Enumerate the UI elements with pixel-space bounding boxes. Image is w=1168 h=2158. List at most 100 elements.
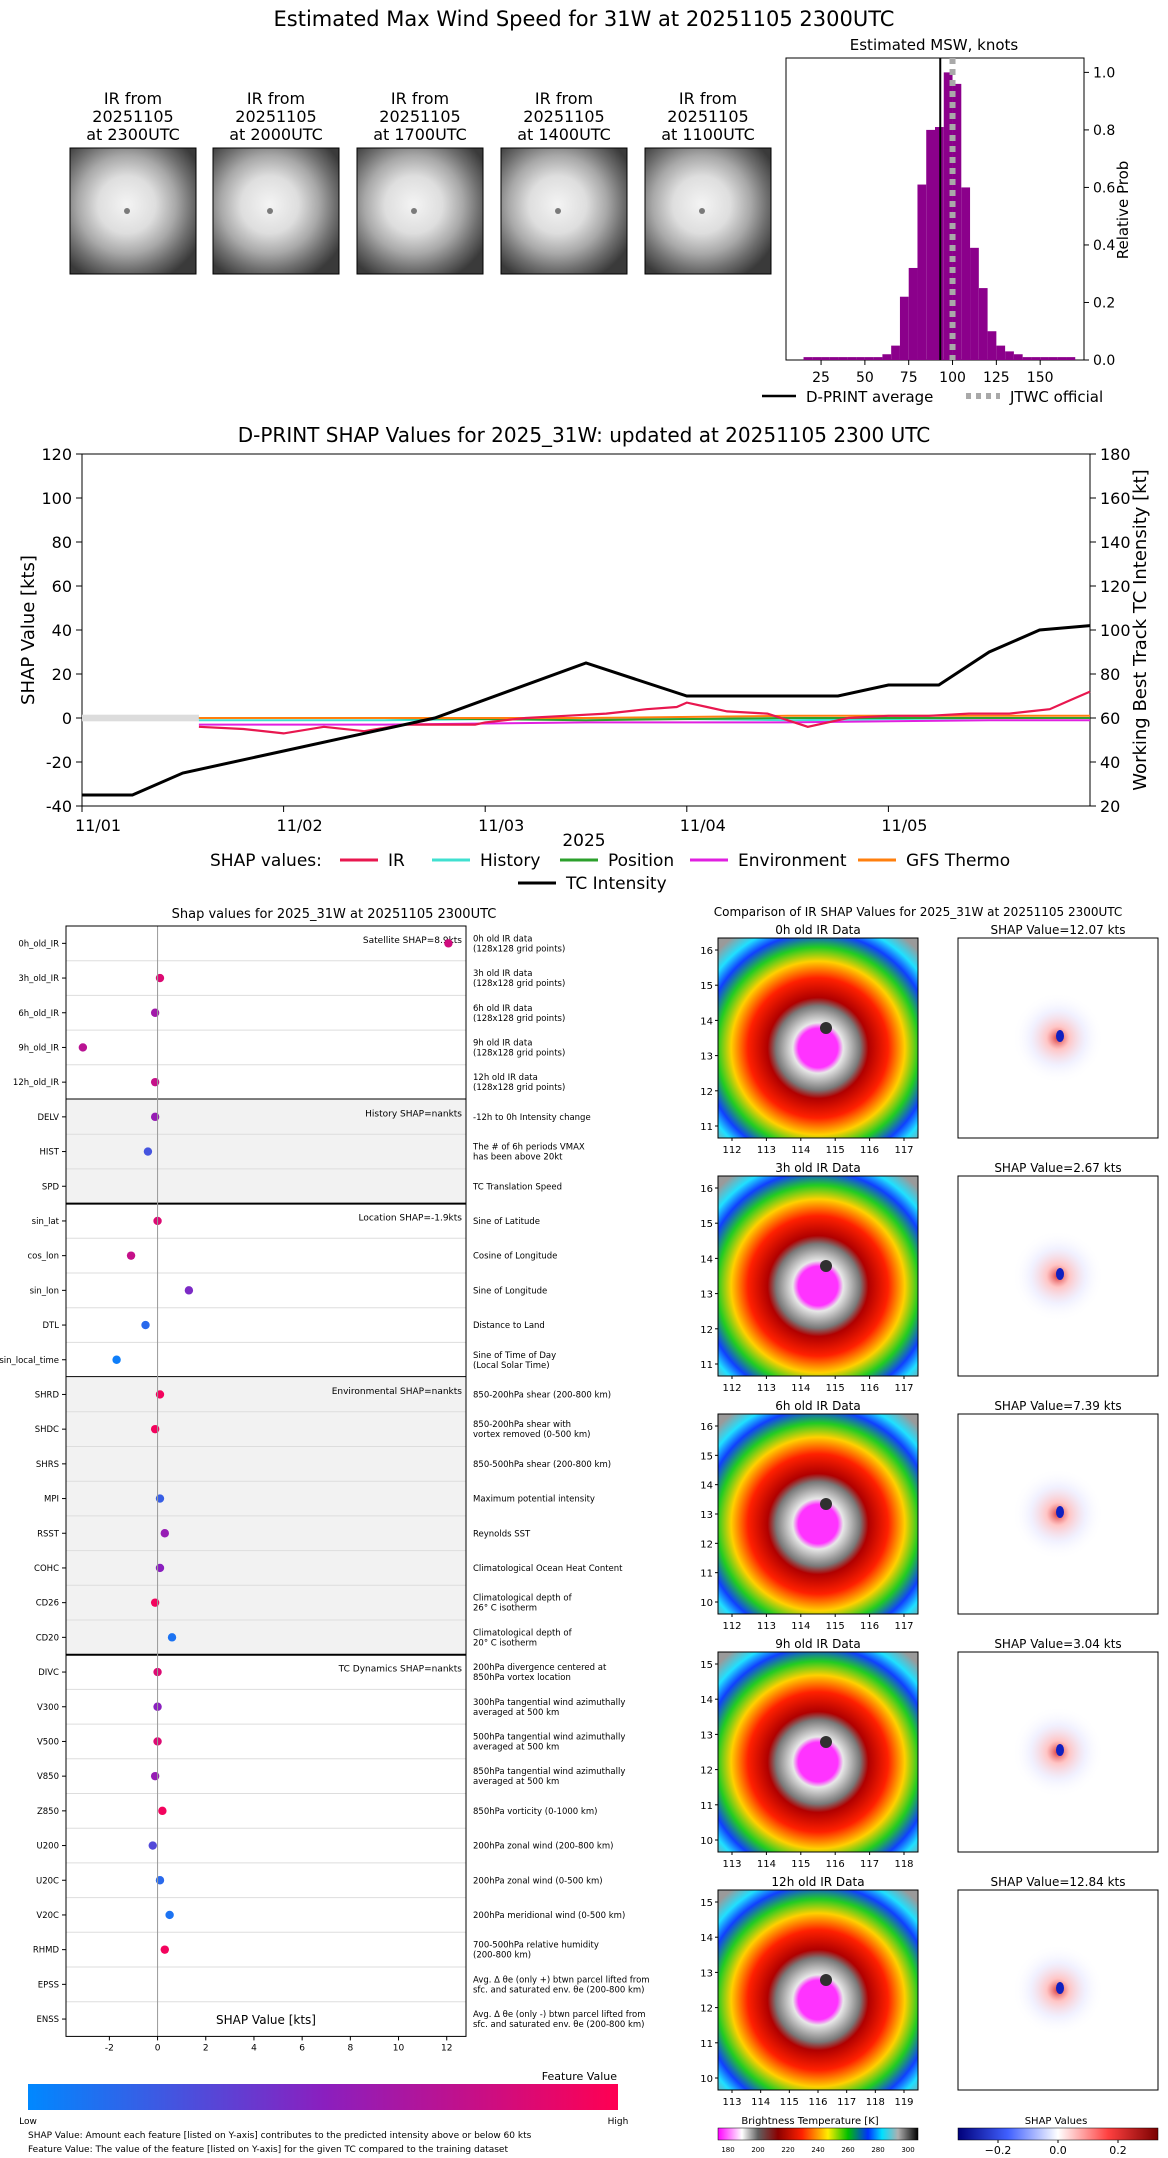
timeseries-y-left-tick-label: 60: [52, 577, 72, 596]
histogram-x-tick-label: 50: [856, 370, 874, 386]
feature-description-line2: vortex removed (0-500 km): [473, 1430, 590, 1440]
timeseries-x-label: 2025: [562, 831, 605, 851]
feature-description-line2: (Local Solar Time): [473, 1361, 550, 1371]
ir-panel-y-tick-label: 13: [700, 1730, 713, 1741]
timeseries-x-tick-label: 11/02: [277, 816, 323, 835]
feature-shap-point: [126, 1251, 136, 1260]
feature-x-tick-label: 8: [347, 2043, 353, 2053]
histogram-bar: [803, 357, 813, 360]
feature-name-label: SHDC: [35, 1425, 59, 1435]
series-line-environment: [198, 719, 1090, 726]
feature-description: 200hPa zonal wind (0-500 km): [473, 1876, 603, 1886]
feature-name-label: V300: [37, 1703, 59, 1713]
timeseries-y-right-label: Working Best Track TC Intensity [kt]: [1130, 469, 1151, 790]
feature-group-label: Satellite SHAP=8.9kts: [363, 936, 462, 946]
ir-panel-y-tick-label: 12: [700, 2004, 713, 2015]
ir-panel-y-tick-label: 14: [700, 1695, 713, 1706]
feature-name-label: SHRD: [35, 1390, 60, 1400]
feature-description: 850hPa vorticity (0-1000 km): [473, 1807, 597, 1817]
histogram-bar: [926, 129, 935, 360]
ir-panel-x-tick-label: 116: [860, 1383, 879, 1394]
ir-panel-y-tick-label: 16: [700, 1184, 713, 1195]
histogram-bar: [943, 72, 953, 360]
ir-panel-y-tick-label: 12: [700, 1539, 713, 1550]
ir-panel-x-tick-label: 118: [894, 1859, 913, 1870]
feature-shap-point: [150, 1424, 160, 1434]
ir-panel-y-tick-label: 11: [700, 1122, 713, 1133]
ir-thumbnail-eye: [411, 208, 417, 214]
feature-description: 850-200hPa shear (200-800 km): [473, 1390, 611, 1400]
ir-panel-x-tick-label: 116: [860, 1621, 879, 1632]
ir-thumbnail-eye: [267, 208, 273, 214]
ir-panel-y-tick-label: 11: [700, 2039, 713, 2050]
feature-shap-point: [143, 1147, 153, 1156]
histogram-bar: [978, 288, 988, 360]
feature-name-label: MPI: [44, 1495, 59, 1505]
shap-panel-center: [1056, 1744, 1064, 1756]
feature-description-line2: 26° C isotherm: [473, 1604, 537, 1614]
ir-panel-x-tick-label: 117: [894, 1383, 913, 1394]
timeseries-y-left-tick-label: 80: [52, 533, 72, 552]
feature-shap-point: [160, 1529, 169, 1538]
feature-description: Sine of Latitude: [473, 1217, 540, 1227]
histogram-bar: [899, 296, 909, 360]
feature-description-line2: (128x128 grid points): [473, 1014, 565, 1024]
feature-shap-point: [167, 1633, 177, 1642]
feature-name-label: HIST: [40, 1148, 60, 1158]
ir-panel-x-tick-label: 114: [757, 1859, 776, 1870]
histogram-bar: [829, 357, 839, 360]
feature-description-line2: sfc. and saturated env. θe (200-800 km): [473, 1985, 645, 1995]
feature-shap-point: [184, 1286, 194, 1295]
ir-panel-x-tick-label: 113: [757, 1621, 776, 1632]
feature-description: Maximum potential intensity: [473, 1495, 595, 1505]
histogram-bar: [1057, 357, 1067, 360]
timeseries-y-left-tick-label: 120: [41, 445, 72, 464]
feature-description: 12h old IR data: [473, 1073, 538, 1083]
ir-thumb-label-line1: IR from: [104, 89, 162, 108]
legend-label-history: History: [480, 851, 540, 871]
ir-panel-y-tick-label: 15: [700, 1898, 713, 1909]
ir-panel-y-tick-label: 15: [700, 1451, 713, 1462]
ir-panel-eye: [820, 1022, 832, 1034]
timeseries-y-right-tick-label: 40: [1100, 753, 1120, 772]
ir-panel-x-tick-label: 117: [894, 1145, 913, 1156]
ir-thumbnail-eye: [555, 208, 561, 214]
histogram-x-tick-label: 25: [812, 370, 830, 386]
feature-shap-point: [148, 1841, 157, 1850]
ir-panel-x-tick-label: 112: [722, 1621, 741, 1632]
ir-thumbnail-image: [356, 147, 484, 275]
feature-group-label: TC Dynamics SHAP=nankts: [338, 1665, 463, 1675]
zero-band: [82, 714, 199, 722]
timeseries-x-tick-label: 11/05: [881, 816, 927, 835]
feature-shap-point: [155, 1390, 165, 1399]
timeseries-y-left-tick-label: -40: [46, 797, 72, 816]
ir-panel-y-tick-label: 11: [700, 1569, 713, 1580]
shap-colorbar: [957, 2127, 1159, 2141]
ir-panel-x-tick-label: 113: [722, 2097, 741, 2108]
ir-panel-y-tick-label: 13: [700, 1510, 713, 1521]
shap-timeseries-chart: D-PRINT SHAP Values for 2025_31W: update…: [18, 423, 1151, 894]
histogram-y-tick-label: 0.8: [1093, 123, 1115, 139]
feature-description-line2: 850hPa vortex location: [473, 1673, 571, 1683]
feature-shap-point: [150, 1077, 160, 1087]
ir-thumb-label-line3: at 1400UTC: [517, 125, 611, 144]
ir-panel-x-tick-label: 116: [808, 2097, 827, 2108]
timeseries-y-left-tick-label: 0: [62, 709, 72, 728]
timeseries-y-right-tick-label: 140: [1100, 533, 1131, 552]
feature-name-label: V500: [37, 1737, 59, 1747]
feature-colorbar-low: Low: [19, 2117, 37, 2127]
ir-panel-x-tick-label: 113: [757, 1383, 776, 1394]
ir-thumb-label-line1: IR from: [679, 89, 737, 108]
feature-shap-point: [165, 1910, 174, 1920]
ir-thumb-label-line1: IR from: [391, 89, 449, 108]
ir-panel-y-tick-label: 14: [700, 1016, 713, 1027]
feature-description-line2: (200-800 km): [473, 1951, 531, 1961]
ir-panel-y-tick-label: 13: [700, 1968, 713, 1979]
ir-panel-x-tick-label: 117: [860, 1859, 879, 1870]
ir-thumbnail-image: [212, 147, 340, 275]
feature-description: 300hPa tangential wind azimuthally: [473, 1698, 625, 1708]
ir-panel-x-tick-label: 115: [780, 2097, 799, 2108]
bt-colorbar-tick-label: 280: [871, 2146, 884, 2154]
ir-panel-image: [717, 1175, 919, 1377]
ir-panel-x-tick-label: 116: [826, 1859, 845, 1870]
